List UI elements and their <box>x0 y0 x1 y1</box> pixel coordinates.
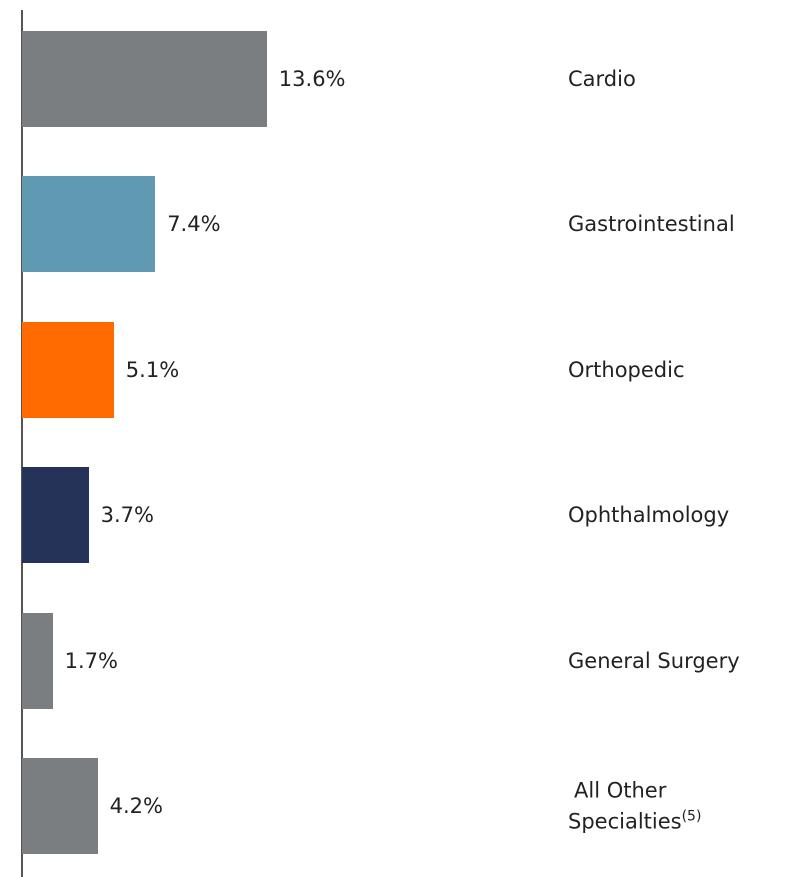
category-text: Orthopedic <box>568 357 685 382</box>
category-text: Ophthalmology <box>568 503 730 528</box>
category-text: All Other Specialties <box>568 778 682 834</box>
value-label: 1.7% <box>64 648 118 673</box>
footnote-mark: (5) <box>681 808 702 825</box>
category-label: General Surgery <box>568 648 740 674</box>
category-label: Ophthalmology <box>568 502 729 528</box>
value-label: 13.6% <box>278 67 346 91</box>
category-text: Cardio <box>568 67 636 91</box>
value-label: 3.7% <box>100 503 154 528</box>
category-label: All Other Specialties(5) <box>568 778 718 835</box>
bar <box>22 758 98 854</box>
bar <box>22 612 53 709</box>
category-text: General Surgery <box>568 648 740 673</box>
axis-line <box>21 10 23 877</box>
value-label: 5.1% <box>125 357 180 382</box>
category-label: Gastrointestinal <box>568 211 735 237</box>
value-label: 7.4% <box>167 212 221 237</box>
bar <box>22 467 89 564</box>
bar <box>22 176 156 273</box>
category-label: Orthopedic <box>568 357 685 383</box>
value-label: 4.2% <box>109 794 163 818</box>
category-label: Cardio <box>568 66 636 92</box>
bar <box>22 31 267 127</box>
bar <box>22 321 114 418</box>
category-text: Gastrointestinal <box>568 212 735 237</box>
